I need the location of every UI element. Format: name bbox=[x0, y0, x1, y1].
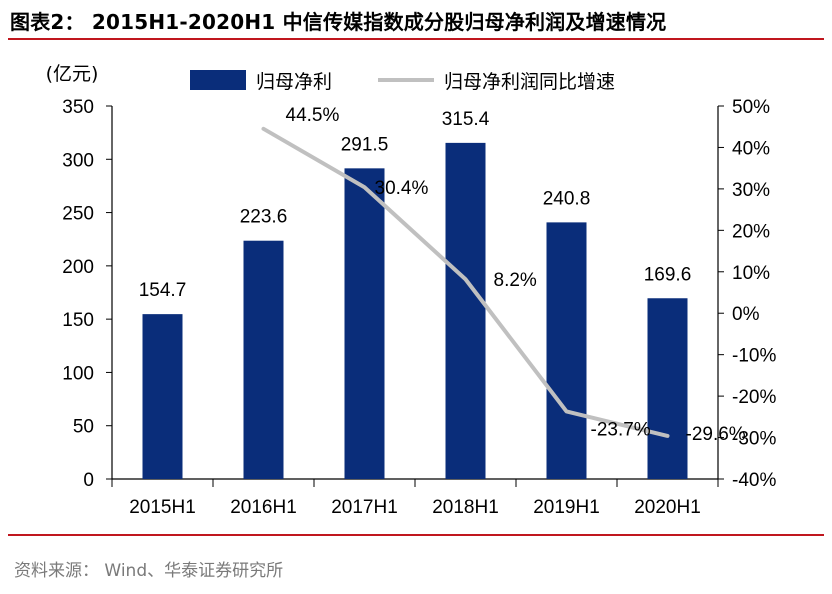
line-value-label: 44.5% bbox=[286, 105, 340, 126]
bottom-divider bbox=[8, 534, 824, 536]
y-tick-label: 250 bbox=[62, 204, 94, 225]
chart-title: 图表2： 2015H1-2020H1 中信传媒指数成分股归母净利润及增速情况 bbox=[10, 10, 667, 34]
bar bbox=[546, 222, 587, 479]
line-value-label: 30.4% bbox=[375, 178, 429, 199]
x-tick-label: 2018H1 bbox=[432, 497, 499, 518]
bar bbox=[647, 298, 688, 479]
bar bbox=[445, 142, 486, 479]
y-tick-label: 300 bbox=[62, 150, 94, 171]
legend-label-bar: 归母净利 bbox=[256, 71, 332, 93]
y-tick-label: 200 bbox=[62, 257, 94, 278]
x-tick-label: 2015H1 bbox=[129, 497, 196, 518]
x-tick-label: 2019H1 bbox=[533, 497, 600, 518]
bar bbox=[344, 168, 385, 479]
y-tick-label: 0 bbox=[83, 470, 94, 491]
bar bbox=[243, 240, 284, 479]
bar-value-label: 223.6 bbox=[240, 207, 288, 228]
bar-value-label: 315.4 bbox=[442, 109, 490, 130]
source-note: 资料来源： Wind、华泰证券研究所 bbox=[14, 561, 284, 581]
growth-line bbox=[261, 126, 670, 438]
y2-tick-label: 10% bbox=[732, 263, 770, 284]
y2-tick-label: 20% bbox=[732, 221, 770, 242]
x-tick-label: 2020H1 bbox=[634, 497, 701, 518]
y-tick-label: 350 bbox=[62, 97, 94, 118]
line-value-label: -29.6% bbox=[686, 424, 746, 445]
y-tick-label: 100 bbox=[62, 363, 94, 384]
legend-label-line: 归母净利润同比增速 bbox=[444, 71, 615, 93]
y-axis-unit-label: (亿元) bbox=[46, 63, 99, 85]
y2-tick-label: -20% bbox=[732, 387, 776, 408]
y-tick-label: 50 bbox=[73, 417, 94, 438]
y2-tick-label: -30% bbox=[732, 429, 776, 450]
bar-value-label: 291.5 bbox=[341, 134, 389, 155]
bar-value-label: 169.6 bbox=[644, 264, 692, 285]
y2-tick-label: 40% bbox=[732, 138, 770, 159]
y2-tick-label: -10% bbox=[732, 346, 776, 367]
line-value-label: 8.2% bbox=[494, 270, 537, 291]
y-tick-label: 150 bbox=[62, 310, 94, 331]
line-value-label: -23.7% bbox=[591, 419, 651, 440]
legend-swatch-bar bbox=[190, 70, 246, 90]
bar-value-label: 154.7 bbox=[139, 280, 187, 301]
combo-chart: 0 50 100 150 200 250 300 350 -40% -30% -20% -10% 0% 1… bbox=[46, 63, 777, 518]
y2-tick-label: -40% bbox=[732, 470, 776, 491]
bar bbox=[142, 314, 183, 479]
y2-tick-label: 30% bbox=[732, 180, 770, 201]
top-divider bbox=[8, 38, 824, 40]
y2-tick-label: 0% bbox=[732, 304, 760, 325]
x-tick-label: 2017H1 bbox=[331, 497, 398, 518]
bar-value-label: 240.8 bbox=[543, 188, 591, 209]
y2-tick-label: 50% bbox=[732, 97, 770, 118]
x-tick-label: 2016H1 bbox=[230, 497, 297, 518]
